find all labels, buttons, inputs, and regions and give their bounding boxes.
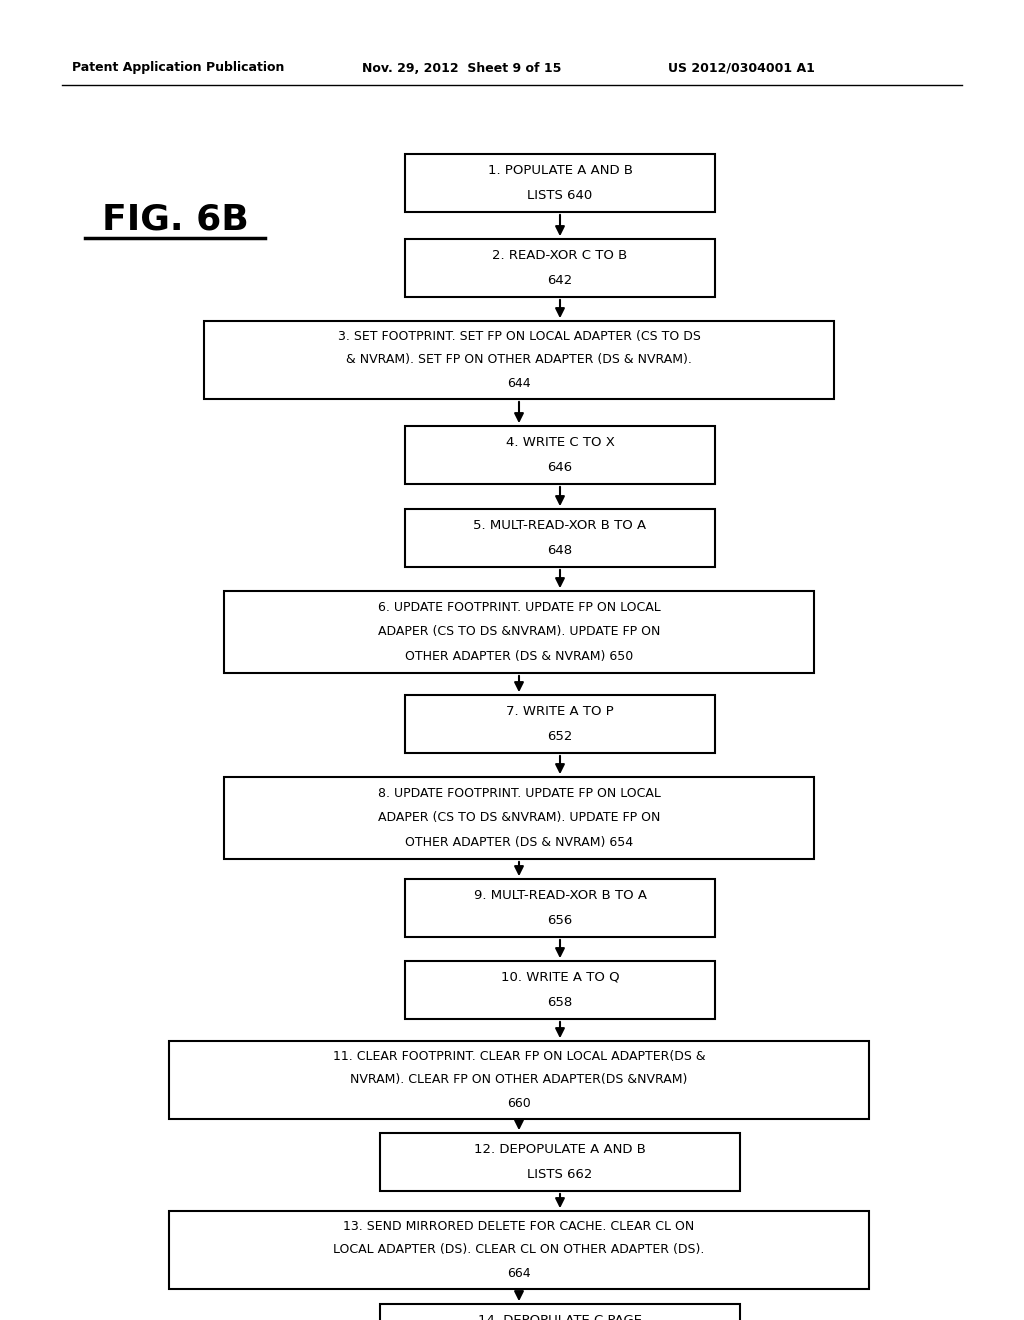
Bar — [406, 239, 715, 297]
Text: 7. WRITE A TO P: 7. WRITE A TO P — [506, 705, 613, 718]
Bar — [169, 1041, 869, 1119]
Bar — [169, 1210, 869, 1290]
Text: LOCAL ADAPTER (DS). CLEAR CL ON OTHER ADAPTER (DS).: LOCAL ADAPTER (DS). CLEAR CL ON OTHER AD… — [334, 1243, 705, 1257]
Bar — [380, 1304, 740, 1320]
Text: 652: 652 — [547, 730, 572, 743]
Bar — [406, 961, 715, 1019]
Text: OTHER ADAPTER (DS & NVRAM) 650: OTHER ADAPTER (DS & NVRAM) 650 — [404, 651, 633, 663]
Text: 11. CLEAR FOOTPRINT. CLEAR FP ON LOCAL ADAPTER(DS &: 11. CLEAR FOOTPRINT. CLEAR FP ON LOCAL A… — [333, 1051, 706, 1063]
Text: 8. UPDATE FOOTPRINT. UPDATE FP ON LOCAL: 8. UPDATE FOOTPRINT. UPDATE FP ON LOCAL — [378, 787, 660, 800]
Text: 644: 644 — [507, 378, 530, 389]
Text: 14. DEPOPULATE C PAGE: 14. DEPOPULATE C PAGE — [478, 1313, 642, 1320]
Text: FIG. 6B: FIG. 6B — [101, 203, 249, 238]
Bar — [406, 696, 715, 752]
Text: ADAPER (CS TO DS &NVRAM). UPDATE FP ON: ADAPER (CS TO DS &NVRAM). UPDATE FP ON — [378, 812, 660, 825]
Text: 658: 658 — [548, 997, 572, 1010]
Bar — [224, 777, 814, 859]
Text: 664: 664 — [507, 1267, 530, 1280]
Text: US 2012/0304001 A1: US 2012/0304001 A1 — [668, 62, 815, 74]
Text: LISTS 640: LISTS 640 — [527, 189, 593, 202]
Text: 4. WRITE C TO X: 4. WRITE C TO X — [506, 436, 614, 449]
Bar — [406, 154, 715, 213]
Text: 6. UPDATE FOOTPRINT. UPDATE FP ON LOCAL: 6. UPDATE FOOTPRINT. UPDATE FP ON LOCAL — [378, 601, 660, 614]
Text: OTHER ADAPTER (DS & NVRAM) 654: OTHER ADAPTER (DS & NVRAM) 654 — [404, 836, 633, 849]
Text: 5. MULT-READ-XOR B TO A: 5. MULT-READ-XOR B TO A — [473, 519, 646, 532]
Bar — [406, 426, 715, 484]
Text: 646: 646 — [548, 461, 572, 474]
Text: 660: 660 — [507, 1097, 530, 1110]
Text: 9. MULT-READ-XOR B TO A: 9. MULT-READ-XOR B TO A — [473, 888, 646, 902]
Bar — [204, 321, 834, 399]
Text: 2. READ-XOR C TO B: 2. READ-XOR C TO B — [493, 248, 628, 261]
Text: 12. DEPOPULATE A AND B: 12. DEPOPULATE A AND B — [474, 1143, 646, 1156]
Bar — [224, 591, 814, 673]
Text: 13. SEND MIRRORED DELETE FOR CACHE. CLEAR CL ON: 13. SEND MIRRORED DELETE FOR CACHE. CLEA… — [343, 1220, 694, 1233]
Text: 656: 656 — [548, 915, 572, 927]
Bar — [406, 510, 715, 568]
Text: LISTS 662: LISTS 662 — [527, 1168, 593, 1181]
Text: 642: 642 — [548, 275, 572, 288]
Text: ADAPER (CS TO DS &NVRAM). UPDATE FP ON: ADAPER (CS TO DS &NVRAM). UPDATE FP ON — [378, 626, 660, 639]
Bar — [380, 1133, 740, 1191]
Text: 648: 648 — [548, 544, 572, 557]
Text: NVRAM). CLEAR FP ON OTHER ADAPTER(DS &NVRAM): NVRAM). CLEAR FP ON OTHER ADAPTER(DS &NV… — [350, 1073, 688, 1086]
Text: 1. POPULATE A AND B: 1. POPULATE A AND B — [487, 164, 633, 177]
Text: 10. WRITE A TO Q: 10. WRITE A TO Q — [501, 970, 620, 983]
Text: Nov. 29, 2012  Sheet 9 of 15: Nov. 29, 2012 Sheet 9 of 15 — [362, 62, 561, 74]
Text: Patent Application Publication: Patent Application Publication — [72, 62, 285, 74]
Bar — [406, 879, 715, 937]
Text: & NVRAM). SET FP ON OTHER ADAPTER (DS & NVRAM).: & NVRAM). SET FP ON OTHER ADAPTER (DS & … — [346, 354, 692, 367]
Text: 3. SET FOOTPRINT. SET FP ON LOCAL ADAPTER (CS TO DS: 3. SET FOOTPRINT. SET FP ON LOCAL ADAPTE… — [338, 330, 700, 343]
